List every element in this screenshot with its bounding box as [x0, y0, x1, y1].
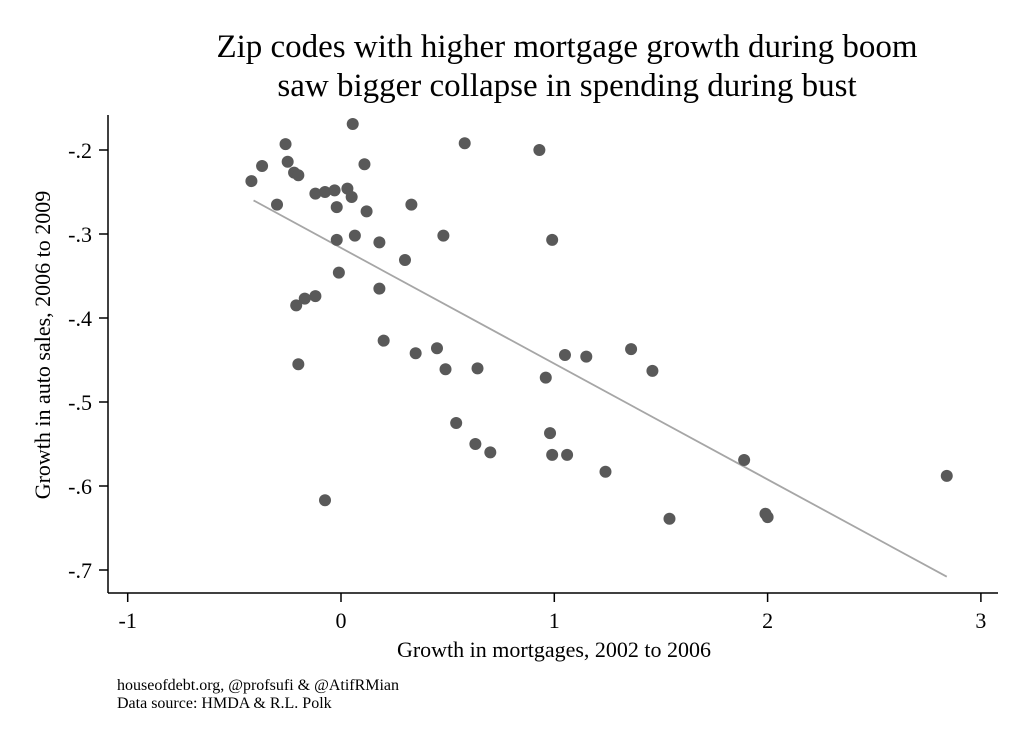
y-tick-label: -.4	[68, 306, 92, 331]
data-point	[358, 158, 371, 171]
data-point	[546, 448, 559, 461]
data-point	[484, 446, 497, 459]
y-tick-label: -.2	[68, 138, 92, 163]
data-point	[377, 334, 390, 347]
data-point	[292, 358, 305, 371]
data-point	[279, 138, 292, 151]
data-point	[373, 282, 386, 295]
data-point	[539, 371, 552, 384]
x-axis-label: Growth in mortgages, 2002 to 2006	[397, 637, 711, 662]
data-point	[561, 448, 574, 461]
y-tick-label: -.7	[68, 558, 92, 583]
fit-line	[253, 199, 948, 578]
data-point	[940, 469, 953, 482]
data-point	[290, 299, 303, 312]
data-point	[309, 290, 322, 303]
data-point	[469, 438, 482, 450]
data-point	[430, 342, 443, 355]
data-point	[292, 169, 305, 182]
data-point	[346, 117, 359, 130]
data-point	[330, 233, 343, 246]
data-point	[281, 155, 294, 168]
y-ticks: -.2 -.3 -.4 -.5 -.6 -.7	[68, 138, 108, 583]
data-point	[625, 343, 638, 356]
data-point	[405, 198, 418, 211]
x-tick-label: 0	[336, 608, 347, 633]
data-point	[761, 511, 774, 524]
y-axis-label: Growth in auto sales, 2006 to 2009	[30, 191, 55, 500]
data-point	[458, 137, 471, 150]
data-point	[580, 350, 593, 363]
data-point	[558, 348, 571, 361]
chart-title-line-2: saw bigger collapse in spending during b…	[277, 68, 856, 104]
data-point	[328, 184, 341, 197]
y-tick-label: -.5	[68, 390, 92, 415]
source-note: Data source: HMDA & R.L. Polk	[117, 695, 332, 712]
data-point	[409, 347, 422, 360]
data-point	[663, 512, 676, 525]
data-point	[319, 494, 332, 507]
data-point	[319, 186, 332, 198]
x-ticks: -1 0 1 2 3	[119, 593, 986, 633]
data-point	[450, 417, 463, 429]
data-point	[348, 229, 361, 242]
data-point	[439, 363, 452, 376]
data-point	[360, 205, 373, 218]
data-point	[599, 465, 612, 478]
data-point	[398, 254, 411, 267]
data-point	[546, 233, 559, 246]
data-point	[330, 201, 343, 214]
data-point	[345, 191, 358, 204]
data-point	[256, 159, 269, 172]
data-point	[373, 236, 386, 249]
data-point	[245, 175, 258, 188]
chart-title-line-1: Zip codes with higher mortgage growth du…	[216, 29, 917, 65]
data-point	[332, 266, 345, 279]
credit-note: houseofdebt.org, @profsufi & @AtifRMian	[117, 677, 400, 694]
data-point	[271, 198, 284, 211]
data-point	[298, 292, 311, 305]
data-point	[738, 453, 751, 466]
x-tick-label: -1	[119, 608, 137, 633]
y-tick-label: -.6	[68, 474, 92, 499]
data-point	[437, 229, 450, 242]
data-point	[544, 427, 557, 440]
data-point	[533, 144, 546, 156]
data-points	[245, 117, 953, 525]
y-tick-label: -.3	[68, 222, 92, 247]
x-tick-label: 1	[549, 608, 560, 633]
data-point	[309, 187, 322, 200]
x-tick-label: 2	[762, 608, 773, 633]
data-point	[646, 364, 659, 377]
data-point	[471, 362, 484, 375]
x-tick-label: 3	[975, 608, 986, 633]
